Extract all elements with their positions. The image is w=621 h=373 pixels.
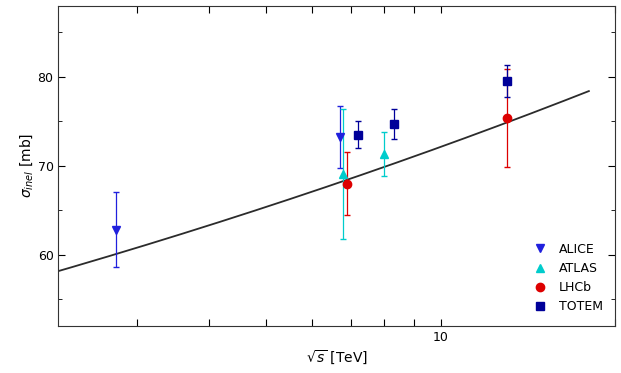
X-axis label: $\sqrt{s}$ [TeV]: $\sqrt{s}$ [TeV] [306, 350, 368, 367]
Y-axis label: $\sigma_{inel}$ [mb]: $\sigma_{inel}$ [mb] [18, 133, 35, 198]
Legend: ALICE, ATLAS, LHCb, TOTEM: ALICE, ATLAS, LHCb, TOTEM [522, 236, 609, 320]
